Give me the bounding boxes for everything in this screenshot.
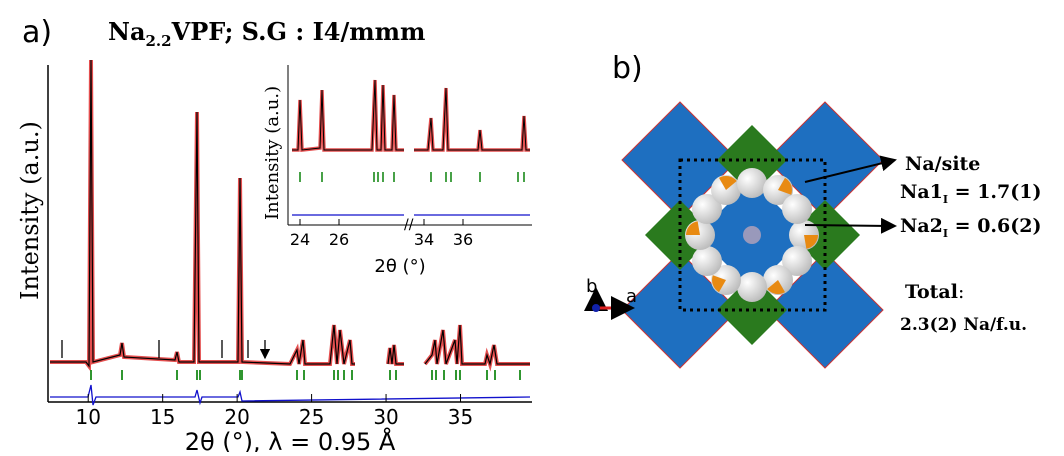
panel-label: a) — [22, 15, 52, 50]
x-tick-label: 15 — [150, 405, 175, 429]
x-tick-label: 34 — [414, 230, 434, 249]
na-site — [782, 246, 813, 276]
axes-indicator: b a — [584, 276, 637, 320]
panel-title: Na2.2VPF; S.G : I4/mmm — [108, 17, 425, 50]
x-tick-label: 25 — [299, 405, 324, 429]
na2-occupancy: Na2I = 0.6(2) — [900, 215, 1041, 240]
x-tick-label: 10 — [75, 405, 100, 429]
x-tick-label: 36 — [453, 230, 473, 249]
na-occupancy-wedge — [719, 175, 737, 190]
total-value: 2.3(2) Na/f.u. — [900, 315, 1027, 335]
site-title: Na/site — [905, 153, 980, 175]
na-occupancy-wedge — [767, 280, 785, 295]
na1-occupancy: Na1I = 1.7(1) — [900, 181, 1041, 206]
na-occupancy-wedge — [686, 221, 700, 235]
axis-label: b — [586, 276, 597, 297]
inset: // 24 26 34 36 Intensity (a.u.) 2θ (°) — [262, 65, 532, 277]
x-tick-label: 26 — [329, 230, 349, 249]
structure — [621, 101, 884, 369]
na-site — [691, 246, 722, 276]
main-plot: 10 15 20 25 30 35 Intensity (a.u.) 2θ (°), λ … — [16, 59, 532, 456]
x-tick-label: 20 — [224, 405, 249, 429]
panel-label: b) — [612, 51, 643, 86]
na-occupancy-wedge — [778, 177, 792, 195]
x-tick-label: 35 — [448, 405, 473, 429]
inset-y-label: Intensity (a.u.) — [262, 86, 283, 220]
na-site — [737, 272, 767, 302]
na-site — [691, 194, 722, 224]
axis-break: // — [404, 217, 414, 233]
y-axis-label: Intensity (a.u.) — [16, 121, 44, 300]
x-tick-label: 24 — [290, 230, 310, 249]
na-occupancy-wedge — [804, 235, 818, 249]
na-site — [737, 168, 767, 198]
axis-label: a — [626, 286, 637, 307]
na-occupancy-wedge — [712, 275, 726, 293]
x-axis-label: 2θ (°), λ = 0.95 Å — [185, 427, 396, 452]
total: Total: — [905, 281, 964, 303]
inset-x-label: 2θ (°) — [374, 256, 425, 277]
na-site — [782, 194, 813, 224]
x-tick-label: 30 — [373, 405, 398, 429]
